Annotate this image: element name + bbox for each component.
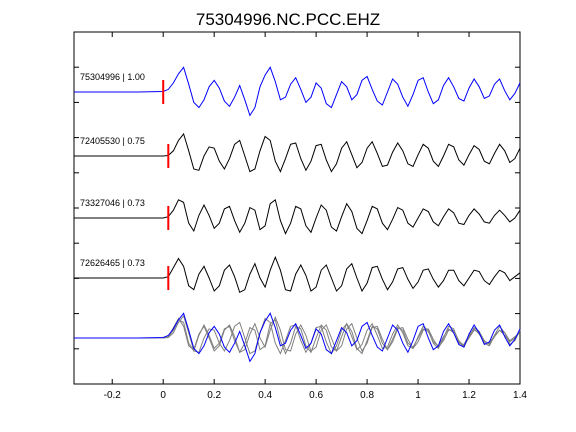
axis-ticks: -0.2 0 0.2 0.4 0.6 0.8 1 1.2 1.4: [74, 31, 527, 401]
chart-title: 75304996.NC.PCC.EHZ: [196, 10, 380, 29]
x-tick-label: 0.4: [258, 390, 272, 401]
x-tick-label: 0.8: [360, 390, 374, 401]
x-tick-label: 0.6: [309, 390, 323, 401]
stack-trace-line: [74, 318, 521, 355]
x-tick-label: 1.2: [462, 390, 476, 401]
pick-markers: [162, 80, 170, 290]
waveform-traces: [74, 66, 521, 294]
x-tick-label: 1.4: [513, 390, 527, 401]
x-tick-label: 0.2: [207, 390, 221, 401]
trace-label: 73327046 | 0.73: [80, 198, 145, 208]
trace-label: 72626465 | 0.73: [80, 258, 145, 268]
trace-label: 75304996 | 1.00: [80, 72, 145, 82]
stacked-waveforms: [74, 312, 521, 363]
trace-label: 72405530 | 0.75: [80, 136, 145, 146]
stack-master-line: [74, 312, 521, 363]
x-tick-label: -0.2: [104, 390, 122, 401]
x-tick-label: 0: [160, 390, 166, 401]
stack-trace-line: [74, 315, 521, 354]
trace-line: [74, 255, 521, 294]
trace-labels: 75304996 | 1.00 72405530 | 0.75 73327046 |…: [80, 72, 145, 268]
x-tick-label: 1: [415, 390, 421, 401]
stack-trace-line: [74, 314, 521, 355]
trace-line: [74, 198, 521, 235]
trace-line: [74, 132, 521, 173]
trace-line: [74, 66, 521, 117]
